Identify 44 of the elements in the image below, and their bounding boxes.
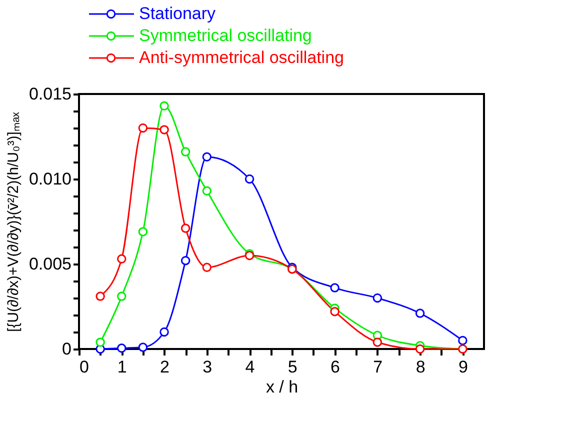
x-tick-label: 0 — [80, 358, 89, 376]
x-tick-label: 8 — [416, 358, 426, 376]
x-tick-label: 7 — [373, 358, 383, 376]
point — [330, 283, 340, 292]
y-tick-label: 0 — [62, 340, 72, 358]
point — [117, 344, 126, 353]
point — [138, 123, 148, 133]
point — [180, 256, 190, 266]
point — [180, 224, 190, 233]
point — [202, 152, 212, 162]
x-tick-label: 5 — [288, 358, 298, 376]
point — [138, 227, 148, 236]
x-tick-label: 6 — [330, 358, 340, 376]
y-tick-label: 0.015 — [28, 84, 72, 104]
point — [415, 308, 425, 318]
point — [458, 336, 468, 346]
y-tick-label: 0.010 — [28, 170, 72, 188]
point — [372, 293, 382, 303]
point — [160, 101, 169, 111]
point — [330, 306, 340, 316]
legend-label: Symmetrical oscillating — [139, 26, 312, 45]
legend-label: Anti-symmetrical oscillating — [139, 48, 344, 67]
x-tick-label: 4 — [245, 358, 255, 376]
point — [202, 262, 212, 272]
point — [96, 292, 105, 301]
point — [415, 344, 425, 354]
y-axis-title: [{U(∂/∂x)+V(∂/∂y)}(v̄²/2)(h/U₀³)]ₘₐₓ — [4, 112, 22, 332]
point — [160, 125, 169, 134]
point — [180, 147, 190, 156]
point — [160, 327, 169, 337]
point — [117, 254, 126, 264]
x-tick-label: 3 — [202, 358, 212, 376]
x-tick-label: 2 — [160, 358, 170, 376]
x-tick-label: 9 — [458, 358, 468, 376]
legend-label: Stationary — [139, 4, 216, 23]
y-tick-label: 0.005 — [28, 254, 72, 274]
x-tick-label: 1 — [117, 358, 127, 376]
x-axis-title: x / h — [266, 378, 298, 396]
point — [96, 338, 105, 347]
point — [138, 342, 148, 352]
point — [202, 186, 212, 196]
point — [117, 292, 126, 301]
point — [372, 338, 382, 347]
point — [244, 174, 254, 184]
